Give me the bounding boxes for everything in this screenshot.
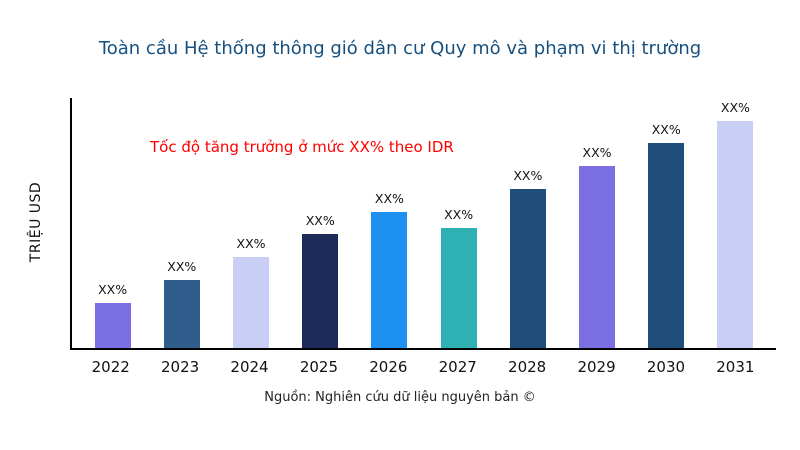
bar-2025 [302, 234, 339, 348]
bar-column-2024: XX% [216, 98, 285, 348]
x-tick-2024: 2024 [230, 358, 269, 376]
bar-column-2030: XX% [632, 98, 701, 348]
plot-area: Tốc độ tăng trưởng ở mức XX% theo IDR XX… [70, 98, 776, 350]
x-tick-2025: 2025 [299, 358, 339, 376]
x-tick-2031: 2031 [716, 358, 755, 376]
bar-value-label: XX% [305, 213, 335, 229]
bar-2024 [233, 257, 269, 348]
x-tick-2030: 2030 [646, 358, 686, 376]
source-note: Nguồn: Nghiên cứu dữ liệu nguyên bản © [264, 390, 536, 405]
bar-column-2029: XX% [562, 98, 631, 348]
x-tick-2027: 2027 [438, 358, 477, 376]
bar-column-2027: XX% [424, 98, 493, 348]
x-axis-ticks: 2022 2023 2024 2025 2026 2027 2028 2029 2030 2031 [70, 358, 776, 376]
bar-value-label: XX% [374, 190, 404, 206]
growth-annotation: Tốc độ tăng trưởng ở mức XX% theo IDR [150, 138, 454, 156]
bar-2031 [717, 120, 754, 348]
x-tick-2026: 2026 [369, 358, 408, 376]
bar-column-2022: XX% [78, 98, 147, 348]
bar-column-2028: XX% [493, 98, 562, 348]
bar-column-2023: XX% [147, 98, 216, 348]
bar-value-label: XX% [582, 145, 612, 161]
bar-2028 [509, 188, 546, 348]
bar-2022 [94, 302, 131, 348]
x-tick-2028: 2028 [508, 358, 547, 376]
bar-value-label: XX% [167, 258, 197, 274]
bar-2026 [371, 211, 408, 348]
bar-2030 [648, 143, 685, 348]
chart-title: Toàn cầu Hệ thống thông gió dân cư Quy m… [98, 38, 702, 59]
bar-value-label: XX% [513, 167, 543, 183]
x-tick-2022: 2022 [91, 358, 130, 376]
bar-2023 [163, 279, 200, 348]
y-axis-label: TRIỆU USD [28, 181, 44, 263]
bar-column-2025: XX% [286, 98, 355, 348]
bar-value-label: XX% [236, 236, 266, 252]
bar-value-label: XX% [98, 281, 128, 297]
bar-value-label: XX% [444, 206, 474, 222]
bar-value-label: XX% [651, 122, 681, 138]
x-tick-2023: 2023 [161, 358, 200, 376]
bar-2027 [440, 227, 477, 348]
bar-column-2026: XX% [355, 98, 424, 348]
bar-2029 [579, 166, 616, 348]
x-tick-2029: 2029 [577, 358, 616, 376]
bars-group: XX% XX% XX% XX% XX% XX% XX% XX% XX% XX% [72, 98, 776, 348]
bar-value-label: XX% [720, 99, 750, 115]
bar-column-2031: XX% [701, 98, 770, 348]
